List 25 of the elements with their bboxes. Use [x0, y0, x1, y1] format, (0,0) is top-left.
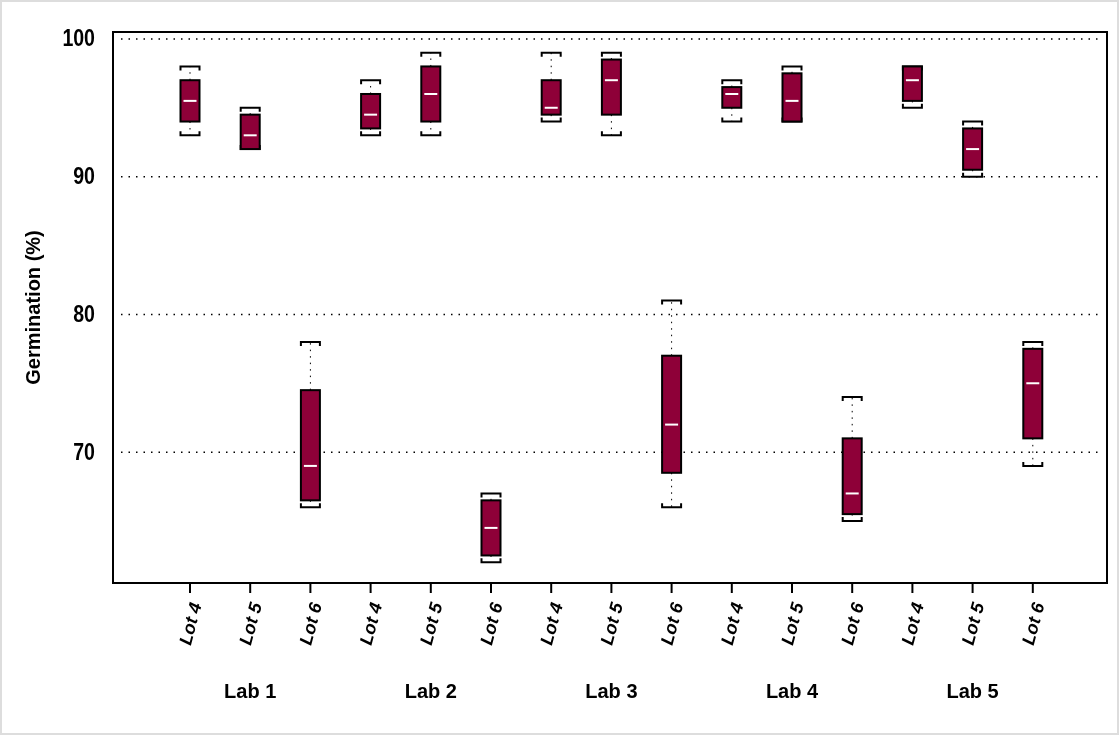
x-tick-label: Lot 4 [717, 600, 748, 648]
x-tick-label: Lot 5 [596, 599, 628, 648]
y-axis-title: Germination (%) [22, 230, 44, 385]
text: Lab 1 [224, 680, 277, 702]
y-tick-label: 80 [73, 301, 95, 328]
x-tick-label: Lot 4 [175, 600, 206, 648]
y-tick-label: 70 [73, 439, 95, 466]
x-tick-label: Lot 6 [476, 599, 507, 648]
text: Lab 4 [765, 680, 819, 702]
x-tick-label: Lot 5 [416, 599, 447, 648]
y-tick-label: 100 [62, 25, 95, 52]
x-tick-label: Lot 4 [897, 600, 929, 648]
text: Lab 3 [585, 680, 638, 702]
x-tick-label: Lot 4 [355, 600, 387, 648]
x-tick-label: Lot 6 [1018, 599, 1049, 648]
x-tick-label: Lot 5 [235, 599, 267, 648]
x-tick-label: Lot 6 [656, 599, 688, 648]
x-tick-label: Lot 5 [957, 599, 989, 648]
x-tick-label: Lot 6 [295, 599, 327, 648]
y-tick-label: 90 [73, 163, 95, 190]
text: Lab 5 [946, 680, 999, 702]
text: Lab 2 [404, 680, 457, 702]
x-tick-label: Lot 4 [536, 600, 567, 648]
x-tick-label: Lot 6 [837, 599, 869, 648]
x-tick-label: Lot 5 [777, 599, 808, 648]
